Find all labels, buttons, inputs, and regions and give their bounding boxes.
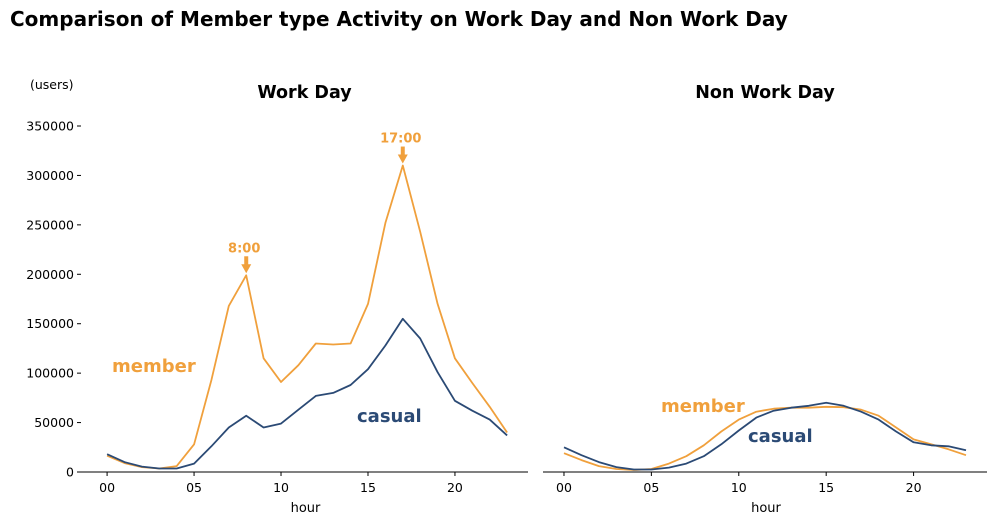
work-day-x-tick-label: 10 xyxy=(273,480,289,495)
work-day-annotation-arrowhead xyxy=(397,154,408,164)
work-day-x-tick-label: 15 xyxy=(360,480,376,495)
work-day-x-tick-label: 00 xyxy=(99,480,115,495)
non-work-day-x-tick-label: 20 xyxy=(906,480,922,495)
work-day-y-tick-label: 250000 xyxy=(26,217,74,232)
non-work-day-x-tick-label: 10 xyxy=(731,480,747,495)
work-day-annotation-arrowhead xyxy=(241,264,252,274)
non-work-day-x-tick-label: 15 xyxy=(818,480,834,495)
figure-title: Comparison of Member type Activity on Wo… xyxy=(10,7,788,31)
work-day-y-tick-label: 50000 xyxy=(34,415,74,430)
y-unit-label: (users) xyxy=(30,77,74,92)
non-work-day-casual-label: casual xyxy=(748,426,813,447)
work-day-y-tick-label: 100000 xyxy=(26,366,74,381)
work-day-panel: Work Day 00 05 10 15 20 hour 0 50000 100000 150000… xyxy=(26,83,528,516)
non-work-day-x-axis-label: hour xyxy=(751,501,781,516)
work-day-y-tick-label: 350000 xyxy=(26,119,74,134)
non-work-day-x-tick-label: 00 xyxy=(556,480,572,495)
work-day-y-tick-label: 200000 xyxy=(26,267,74,282)
work-day-casual-label: casual xyxy=(357,406,422,427)
non-work-day-x-tick-label: 05 xyxy=(643,480,659,495)
work-day-y-tick-label: 300000 xyxy=(26,168,74,183)
work-day-title: Work Day xyxy=(257,83,352,103)
non-work-day-title: Non Work Day xyxy=(695,83,835,103)
work-day-y-tick-label: 0 xyxy=(66,465,74,480)
work-day-member-line xyxy=(106,164,508,470)
non-work-day-member-label: member xyxy=(661,396,745,417)
work-day-casual-line xyxy=(106,317,508,470)
work-day-annotation-label: 8:00 xyxy=(228,241,260,256)
work-day-member-label: member xyxy=(112,356,196,377)
work-day-annotation-label: 17:00 xyxy=(380,132,421,147)
non-work-day-casual-line xyxy=(563,401,967,471)
work-day-x-axis-label: hour xyxy=(291,501,321,516)
work-day-y-tick-label: 150000 xyxy=(26,316,74,331)
work-day-x-tick-label: 20 xyxy=(447,480,463,495)
work-day-x-tick-label: 05 xyxy=(186,480,202,495)
